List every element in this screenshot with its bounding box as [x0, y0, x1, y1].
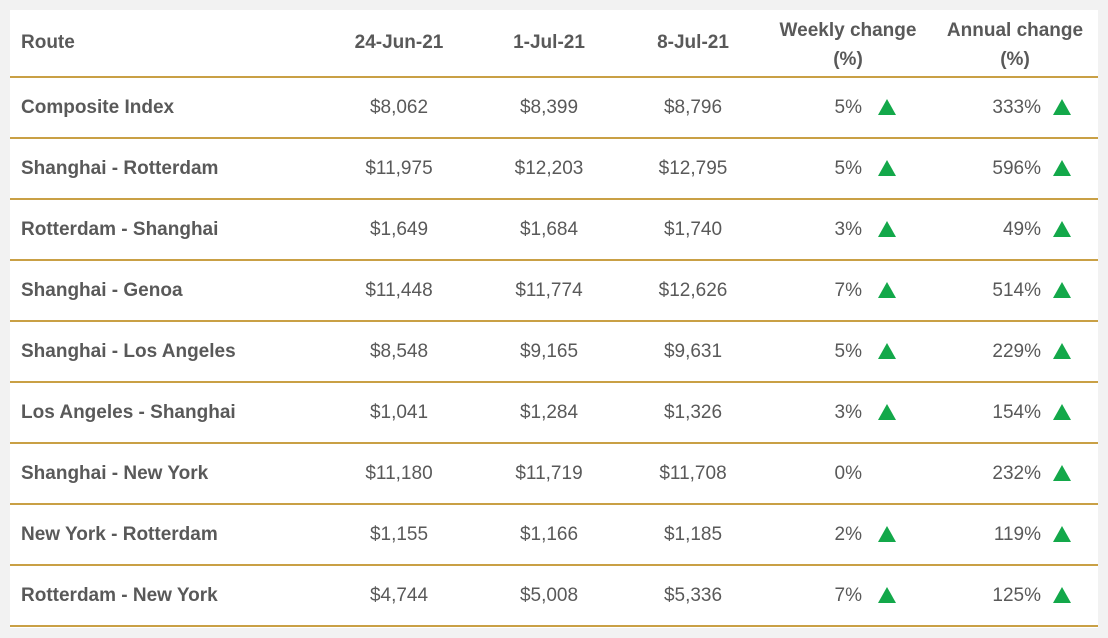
value-cell: $1,740	[663, 219, 723, 240]
value-cell: $11,719	[515, 463, 583, 484]
route-cell: Shanghai - New York	[21, 463, 209, 484]
value-cell: 333%	[992, 97, 1041, 118]
value-cell: 5%	[834, 341, 862, 362]
value-cell: $5,336	[663, 585, 723, 606]
value-cell: 232%	[992, 463, 1041, 484]
route-cell: Rotterdam - Shanghai	[21, 219, 219, 240]
value-cell: $1,185	[663, 524, 723, 545]
route-cell: Shanghai - Rotterdam	[21, 158, 219, 179]
value-cell: $1,684	[519, 219, 579, 240]
header-cell: 8-Jul-21	[657, 32, 729, 53]
route-cell: Los Angeles - Shanghai	[21, 402, 236, 423]
value-cell: 5%	[834, 97, 862, 118]
up-arrow	[1053, 587, 1071, 603]
value-cell: $8,399	[519, 97, 579, 118]
header-cell: Weekly change (%)	[779, 20, 917, 70]
value-cell: $9,165	[519, 341, 579, 362]
route-cell: New York - Rotterdam	[21, 524, 218, 545]
up-arrow	[878, 404, 896, 420]
value-cell: $12,626	[658, 280, 728, 301]
value-cell: $8,796	[663, 97, 723, 118]
value-cell: 514%	[992, 280, 1041, 301]
value-cell: $11,708	[659, 463, 727, 484]
value-cell: 7%	[834, 585, 862, 606]
value-cell: 5%	[834, 158, 862, 179]
up-arrow	[1053, 526, 1071, 542]
table-row: New York - Rotterdam $1,155 $1,166 $1,185 2%…	[10, 505, 1098, 566]
table-row: Shanghai - Rotterdam $11,975 $12,203 $12,79…	[10, 139, 1098, 200]
up-arrow	[878, 343, 896, 359]
table-row: Rotterdam - Shanghai $1,649 $1,684 $1,740 3%…	[10, 200, 1098, 261]
value-cell: $1,166	[519, 524, 579, 545]
route-cell: Rotterdam - New York	[21, 585, 218, 606]
value-cell: $1,155	[369, 524, 429, 545]
table-row: Shanghai - Los Angeles $8,548 $9,165 $9,631…	[10, 322, 1098, 383]
value-cell: $8,548	[369, 341, 429, 362]
header-cell: 1-Jul-21	[513, 32, 585, 53]
up-arrow	[1053, 465, 1071, 481]
table: Route 24-Jun-21 1-Jul-21 8-Jul-21 Weekly…	[10, 10, 1098, 628]
up-arrow	[878, 99, 896, 115]
header-cell: Annual change (%)	[946, 20, 1084, 70]
route-cell: Shanghai - Los Angeles	[21, 341, 236, 362]
value-cell: $11,448	[365, 280, 433, 301]
value-cell: $4,744	[369, 585, 429, 606]
table-row: Shanghai - New York $11,180 $11,719 $11,708…	[10, 444, 1098, 505]
value-cell: 3%	[834, 402, 862, 423]
value-cell: $1,284	[519, 402, 579, 423]
up-arrow	[878, 282, 896, 298]
value-cell: 154%	[992, 402, 1041, 423]
value-cell: $11,180	[365, 463, 433, 484]
value-cell: 49%	[1002, 219, 1041, 240]
route-cell: Composite Index	[21, 97, 175, 118]
value-cell: $12,795	[658, 158, 728, 179]
value-cell: 0%	[834, 463, 862, 484]
value-cell: 7%	[834, 280, 862, 301]
up-arrow	[1053, 282, 1071, 298]
table-row: Composite Index $8,062 $8,399 $8,796 5% 333%	[10, 78, 1098, 139]
up-arrow	[878, 526, 896, 542]
value-cell: 2%	[834, 524, 862, 545]
header-cell: Route	[21, 32, 75, 53]
route-cell: Shanghai - Genoa	[21, 280, 183, 301]
value-cell: 3%	[834, 219, 862, 240]
value-cell: $11,975	[365, 158, 433, 179]
up-arrow	[1053, 99, 1071, 115]
value-cell: $1,041	[369, 402, 429, 423]
up-arrow	[878, 221, 896, 237]
table-body: Composite Index $8,062 $8,399 $8,796 5% 333% S…	[10, 78, 1098, 627]
header-cell: 24-Jun-21	[354, 32, 444, 53]
up-arrow	[878, 587, 896, 603]
value-cell: $5,008	[519, 585, 579, 606]
up-arrow	[878, 160, 896, 176]
table-row: Rotterdam - New York $4,744 $5,008 $5,336 7%…	[10, 566, 1098, 627]
value-cell: $8,062	[369, 97, 429, 118]
table-row: Los Angeles - Shanghai $1,041 $1,284 $1,326…	[10, 383, 1098, 444]
value-cell: $1,649	[369, 219, 429, 240]
up-arrow	[1053, 343, 1071, 359]
value-cell: 596%	[992, 158, 1041, 179]
value-cell: 125%	[992, 585, 1041, 606]
up-arrow	[1053, 404, 1071, 420]
value-cell: $1,326	[663, 402, 723, 423]
value-cell: 119%	[993, 524, 1041, 545]
value-cell: 229%	[992, 341, 1041, 362]
value-cell: $11,774	[515, 280, 583, 301]
value-cell: $12,203	[514, 158, 584, 179]
up-arrow	[1053, 221, 1071, 237]
up-arrow	[1053, 160, 1071, 176]
value-cell: $9,631	[663, 341, 723, 362]
table-row: Shanghai - Genoa $11,448 $11,774 $12,626 7% 5…	[10, 261, 1098, 322]
header-row: Route 24-Jun-21 1-Jul-21 8-Jul-21 Weekly…	[10, 10, 1098, 78]
